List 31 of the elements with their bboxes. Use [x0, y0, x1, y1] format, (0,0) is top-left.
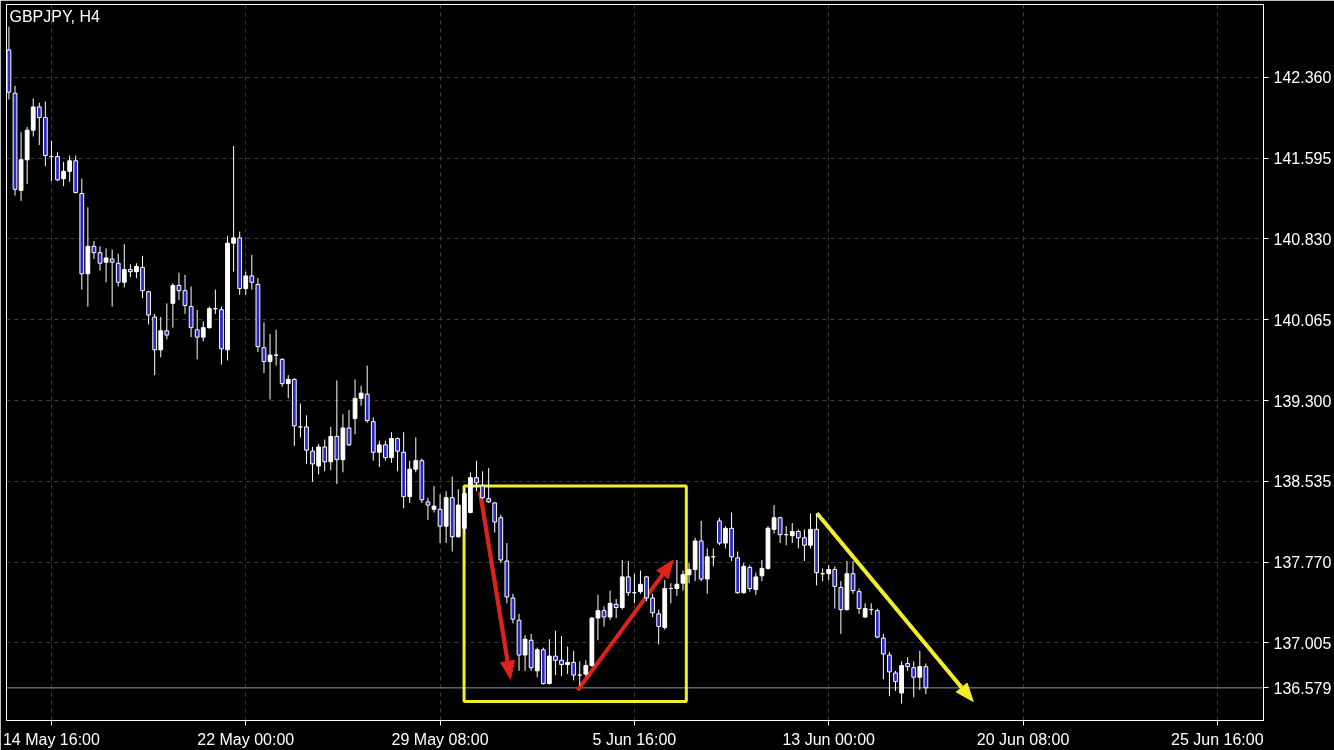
y-tick-label: 140.830	[1273, 230, 1332, 248]
y-tick-label: 142.360	[1273, 69, 1332, 87]
candlestick	[304, 414, 309, 465]
y-tick-label: 137.005	[1273, 634, 1332, 652]
x-tick-label: 25 Jun 16:00	[1171, 730, 1264, 748]
candlestick	[146, 290, 151, 325]
candlestick	[880, 633, 886, 680]
x-tick-label: 22 May 00:00	[197, 730, 295, 748]
candlestick	[510, 593, 516, 624]
y-tick-label: 139.300	[1273, 392, 1332, 410]
candlestick	[182, 274, 188, 315]
x-tick-label: 20 Jun 08:00	[976, 730, 1070, 748]
candlestick	[759, 559, 765, 582]
ref-line-label: 136.579	[1273, 679, 1332, 697]
x-tick-label: 13 Jun 00:00	[782, 730, 876, 748]
candlestick	[486, 467, 492, 504]
chart-title: GBPJPY, H4	[9, 7, 101, 25]
candlestick	[425, 497, 431, 521]
candlestick	[577, 660, 583, 687]
y-tick-label: 137.770	[1273, 554, 1332, 572]
candlestick	[188, 285, 194, 338]
candlestick	[887, 651, 892, 697]
y-tick-label: 138.535	[1273, 473, 1332, 491]
y-tick-label: 140.065	[1273, 311, 1332, 329]
y-tick-label: 141.595	[1273, 150, 1332, 168]
x-tick-label: 14 May 16:00	[2, 730, 101, 748]
candlestick	[480, 470, 485, 500]
candlestick	[431, 485, 437, 513]
candlestick	[680, 570, 686, 592]
x-tick-label: 29 May 08:00	[391, 730, 489, 748]
x-tick-label: 5 Jun 16:00	[592, 730, 677, 748]
